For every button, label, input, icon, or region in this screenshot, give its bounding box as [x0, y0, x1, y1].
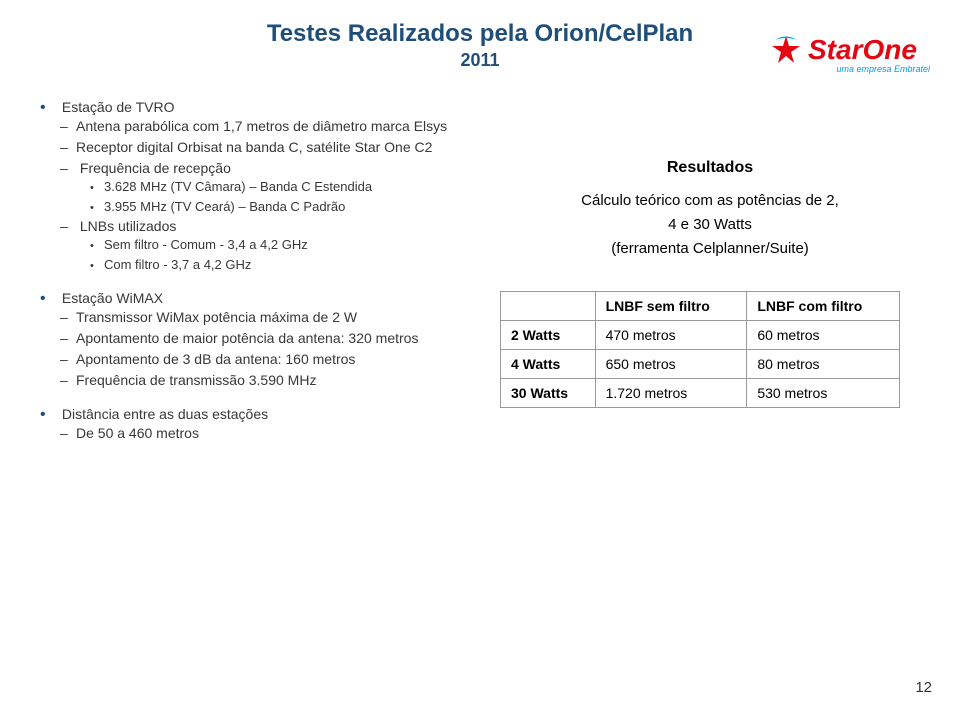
table-cell: 650 metros — [595, 350, 747, 379]
list-item: LNBs utilizados Sem filtro - Comum - 3,4… — [76, 217, 470, 274]
section-dist: Distância entre as duas estações De 50 a… — [40, 406, 470, 443]
list-item: De 50 a 460 metros — [76, 424, 470, 443]
section-tvro: Estação de TVRO Antena parabólica com 1,… — [40, 99, 470, 274]
table-cell: 60 metros — [747, 321, 900, 350]
list-item-label: LNBs utilizados — [80, 218, 177, 234]
table-cell: 470 metros — [595, 321, 747, 350]
list-item: Apontamento de 3 dB da antena: 160 metro… — [76, 350, 470, 369]
page-number: 12 — [915, 679, 932, 696]
results-subtitle: Cálculo teórico com as potências de 2, 4… — [500, 189, 920, 261]
slide-content: Estação de TVRO Antena parabólica com 1,… — [0, 71, 960, 458]
table-header: LNBF sem filtro — [595, 292, 747, 321]
list-item: 3.955 MHz (TV Ceará) – Banda C Padrão — [104, 198, 470, 216]
list-item-label: Frequência de recepção — [80, 160, 231, 176]
table-cell: 530 metros — [747, 379, 900, 408]
table-header — [501, 292, 596, 321]
table-cell: 1.720 metros — [595, 379, 747, 408]
section-label: Estação de TVRO — [62, 99, 175, 115]
list-item: Com filtro - 3,7 a 4,2 GHz — [104, 256, 470, 274]
list-item: Transmissor WiMax potência máxima de 2 W — [76, 308, 470, 327]
results-line: Cálculo teórico com as potências de 2, — [581, 192, 839, 209]
table-row: 4 Watts 650 metros 80 metros — [501, 350, 900, 379]
list-item: 3.628 MHz (TV Câmara) – Banda C Estendid… — [104, 178, 470, 196]
list-item: Receptor digital Orbisat na banda C, sat… — [76, 138, 470, 157]
table-header: LNBF com filtro — [747, 292, 900, 321]
slide-header: Testes Realizados pela Orion/CelPlan 201… — [0, 0, 960, 71]
left-column: Estação de TVRO Antena parabólica com 1,… — [40, 99, 470, 458]
results-title: Resultados — [500, 159, 920, 177]
right-column: Resultados Cálculo teórico com as potênc… — [500, 99, 920, 458]
section-wimax: Estação WiMAX Transmissor WiMax potência… — [40, 290, 470, 390]
table-row: 30 Watts 1.720 metros 530 metros — [501, 379, 900, 408]
logo-text: StarOne — [808, 34, 917, 66]
table-cell: 4 Watts — [501, 350, 596, 379]
results-table: LNBF sem filtro LNBF com filtro 2 Watts … — [500, 291, 900, 408]
table-header-row: LNBF sem filtro LNBF com filtro — [501, 292, 900, 321]
results-line: 4 e 30 Watts — [668, 216, 752, 233]
table-row: 2 Watts 470 metros 60 metros — [501, 321, 900, 350]
list-item: Frequência de recepção 3.628 MHz (TV Câm… — [76, 159, 470, 216]
table-cell: 80 metros — [747, 350, 900, 379]
list-item: Sem filtro - Comum - 3,4 a 4,2 GHz — [104, 236, 470, 254]
table-cell: 30 Watts — [501, 379, 596, 408]
section-label: Distância entre as duas estações — [62, 406, 268, 422]
list-item: Frequência de transmissão 3.590 MHz — [76, 371, 470, 390]
logo: StarOne uma empresa Embratel — [770, 34, 930, 88]
list-item: Antena parabólica com 1,7 metros de diâm… — [76, 117, 470, 136]
section-label: Estação WiMAX — [62, 290, 163, 306]
list-item: Apontamento de maior potência da antena:… — [76, 329, 470, 348]
table-cell: 2 Watts — [501, 321, 596, 350]
results-line: (ferramenta Celplanner/Suite) — [611, 240, 809, 257]
star-icon — [770, 34, 802, 66]
